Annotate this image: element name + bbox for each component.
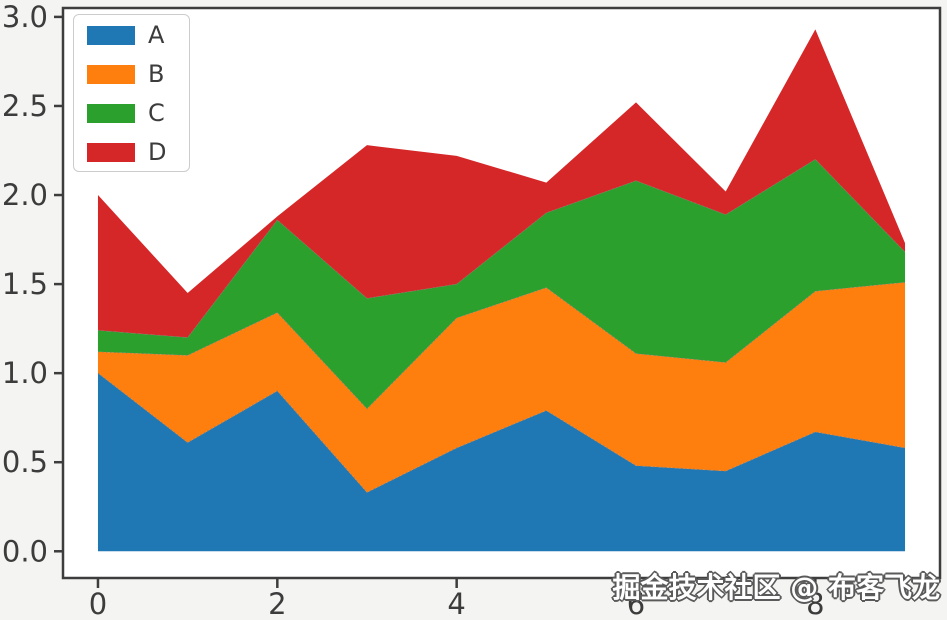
- x-tick-label: 8: [806, 587, 824, 620]
- x-tick-label: 6: [627, 587, 645, 620]
- legend-item-c: C: [87, 99, 189, 127]
- legend-label-a: A: [148, 21, 165, 49]
- area-D: [97, 29, 906, 338]
- area-C: [97, 159, 906, 409]
- legend-label-c: C: [148, 99, 165, 127]
- y-tick-label: 0.0: [2, 534, 48, 568]
- legend-item-a: A: [87, 21, 189, 49]
- legend-item-b: B: [87, 60, 189, 88]
- y-tick-label: 2.5: [2, 89, 48, 123]
- legend-item-d: D: [87, 138, 189, 166]
- legend-swatch-d: [87, 143, 135, 162]
- area-B: [97, 282, 906, 493]
- x-tick-label: 4: [447, 587, 465, 620]
- legend-label-b: B: [148, 60, 165, 88]
- legend-swatch-c: [87, 104, 135, 123]
- y-tick-label: 3.0: [2, 0, 48, 34]
- layer-boundary-C: [97, 158, 906, 339]
- x-tick-label: 0: [89, 587, 107, 620]
- watermark-text: 掘金技术社区 @ 布客飞龙: [612, 571, 941, 604]
- legend: A B C D: [73, 14, 190, 172]
- legend-swatch-a: [87, 26, 135, 45]
- x-tick-label: 2: [268, 587, 286, 620]
- y-tick-label: 1.5: [2, 267, 48, 301]
- axes-spines: [61, 6, 942, 580]
- legend-label-d: D: [148, 138, 167, 166]
- y-tick-label: 0.5: [2, 445, 48, 479]
- y-tick-label: 1.0: [2, 356, 48, 390]
- legend-swatch-b: [87, 65, 135, 84]
- area-A: [97, 373, 906, 552]
- layer-boundary-A: [97, 372, 906, 494]
- y-tick-label: 2.0: [2, 178, 48, 212]
